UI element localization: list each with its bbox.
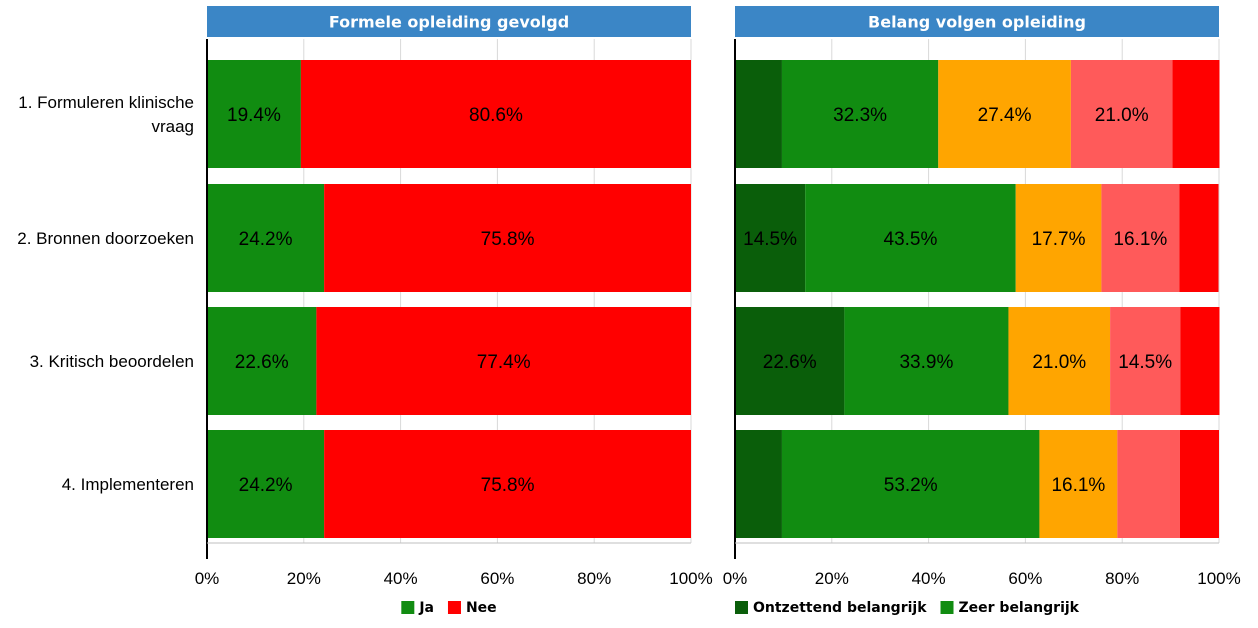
legend-swatch — [735, 601, 748, 614]
bar-segment — [1172, 60, 1220, 168]
x-tick-label: 80% — [577, 569, 611, 588]
legend-label: Nee — [466, 600, 497, 616]
data-label: 19.4% — [227, 105, 281, 126]
data-label: 80.6% — [469, 105, 523, 126]
category-label: 1. Formuleren klinische vraag — [18, 93, 194, 136]
legend-label: Ja — [418, 600, 434, 616]
bar-segment — [1180, 307, 1220, 415]
data-label: 33.9% — [899, 352, 953, 373]
bar-segment — [207, 184, 325, 292]
x-tick-label: 60% — [480, 569, 514, 588]
bar-segment — [207, 430, 325, 538]
x-tick-label: 60% — [1008, 569, 1042, 588]
bar-segment — [735, 184, 806, 292]
bar-segment — [735, 60, 782, 168]
bar-segment — [324, 430, 691, 538]
category-label-line: 1. Formuleren klinische — [18, 93, 194, 112]
bar-segment — [1110, 307, 1181, 415]
data-label: 43.5% — [884, 229, 938, 250]
x-tick-label: 0% — [195, 569, 220, 588]
data-label: 14.5% — [1118, 352, 1172, 373]
legend-label: Zeer belangrijk — [959, 600, 1080, 616]
bar-segment — [938, 60, 1071, 168]
chart-title-bar — [207, 6, 691, 37]
data-label: 32.3% — [833, 105, 887, 126]
bar-segment — [781, 60, 939, 168]
bar-segment — [207, 60, 301, 168]
bar-segment — [324, 184, 691, 292]
bar-segment — [1008, 307, 1111, 415]
legend-swatch — [447, 601, 461, 614]
bar-segment — [207, 307, 317, 415]
bar-segment — [1039, 430, 1118, 538]
bar-segment — [735, 307, 845, 415]
data-label: 21.0% — [1095, 105, 1149, 126]
chart-title: Belang volgen opleiding — [868, 13, 1086, 32]
data-label: 24.2% — [239, 475, 293, 496]
chart-title-bar — [735, 6, 1219, 37]
bar-segment — [844, 307, 1009, 415]
bar-segment — [781, 430, 1040, 538]
chart-title: Formele opleiding gevolgd — [329, 13, 569, 32]
x-tick-label: 0% — [723, 569, 748, 588]
data-label: 22.6% — [235, 352, 289, 373]
legend-swatch — [401, 601, 415, 614]
x-tick-label: 100% — [669, 569, 712, 588]
x-tick-label: 40% — [384, 569, 418, 588]
bar-segment — [1179, 184, 1219, 292]
data-label: 77.4% — [477, 352, 531, 373]
legend-swatch — [940, 601, 954, 614]
chart-panel-2: Belang volgen opleiding 0% 20% 40% 60% 80% 100… — [723, 6, 1241, 616]
bar-segment — [735, 430, 782, 538]
chart-panel-1: Formele opleiding gevolgd 0% 20% 40% 60% 80% 1… — [17, 6, 713, 616]
data-label: 27.4% — [978, 105, 1032, 126]
bar-segment — [1179, 430, 1219, 538]
category-label-line: vraag — [151, 117, 194, 136]
data-label: 16.1% — [1051, 475, 1105, 496]
bar-segment — [1101, 184, 1180, 292]
data-label: 17.7% — [1032, 229, 1086, 250]
data-label: 53.2% — [884, 475, 938, 496]
x-tick-label: 100% — [1197, 569, 1240, 588]
bar-segment — [300, 60, 691, 168]
data-label: 75.8% — [481, 475, 535, 496]
data-label: 14.5% — [743, 229, 797, 250]
data-label: 22.6% — [763, 352, 817, 373]
bar-segment — [1070, 60, 1173, 168]
bar-segment — [1117, 430, 1180, 538]
bar-segment — [805, 184, 1016, 292]
category-label: 3. Kritisch beoordelen — [30, 352, 194, 371]
category-label-line: 3. Kritisch beoordelen — [30, 352, 194, 371]
data-label: 75.8% — [481, 229, 535, 250]
bar-segment — [1015, 184, 1102, 292]
bar-segment — [316, 307, 691, 415]
x-tick-label: 40% — [912, 569, 946, 588]
category-label: 2. Bronnen doorzoeken — [17, 229, 194, 248]
category-label-line: 2. Bronnen doorzoeken — [17, 229, 194, 248]
x-tick-label: 20% — [287, 569, 321, 588]
data-label: 24.2% — [239, 229, 293, 250]
x-tick-label: 80% — [1105, 569, 1139, 588]
x-tick-label: 20% — [815, 569, 849, 588]
data-label: 16.1% — [1113, 229, 1167, 250]
data-label: 21.0% — [1032, 352, 1086, 373]
category-label: 4. Implementeren — [62, 475, 194, 494]
category-label-line: 4. Implementeren — [62, 475, 194, 494]
legend-label: Ontzettend belangrijk — [753, 600, 927, 616]
